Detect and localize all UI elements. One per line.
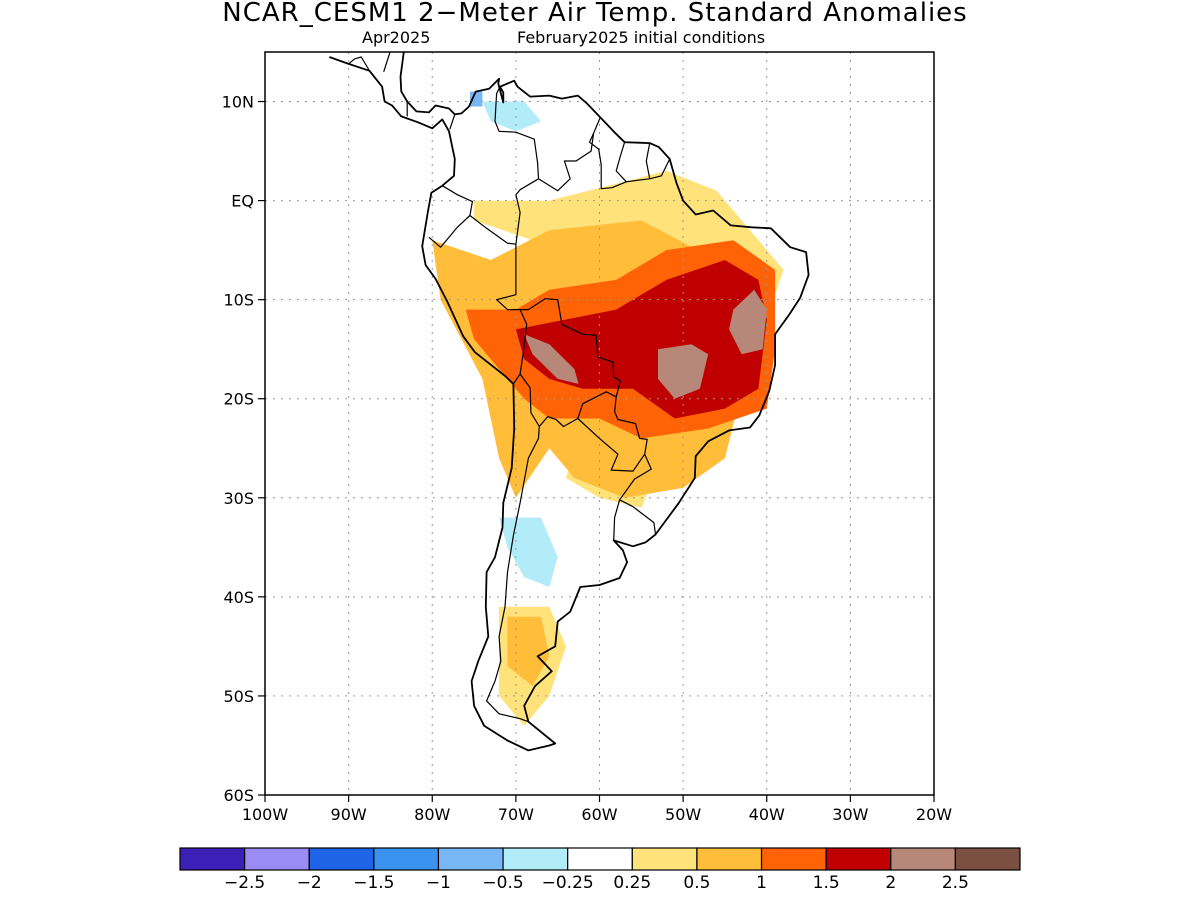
lon-tick-label: 70W [498,805,534,824]
colorbar-label: −1 [426,873,451,893]
colorbar: −2.5 −2 −1.5 −1 −0.5 −0.25 0.25 0.5 1 1.5 2 2.5 [179,847,1021,893]
colorbar-swatch [954,847,1021,871]
lat-tick-label: 30S [223,489,254,508]
lat-tick-label: 40S [223,588,254,607]
colorbar-swatch [179,847,246,871]
lat-tick-label: 50S [223,687,254,706]
colorbar-label: 2.5 [942,873,969,893]
initial-conditions: February2025 initial conditions [517,28,766,47]
border-line-0 [428,185,473,248]
border-line-10 [615,142,627,183]
anomaly-region-11 [482,101,541,132]
lon-tick-label: 60W [581,805,617,824]
lon-tick-label: 50W [665,805,701,824]
forecast-month: Apr2025 [362,28,431,47]
chart-title: NCAR_CESM1 2−Meter Air Temp. Standard An… [222,0,968,28]
border-line-3 [520,298,622,428]
border-line-11 [645,142,651,179]
border-line-8 [538,117,601,192]
colorbar-swatch [373,847,440,871]
colorbar-label: −0.25 [542,873,594,893]
border-line-4 [577,396,648,472]
lat-tick-label: 10N [222,93,254,112]
lat-tick-label: 60S [223,786,254,805]
colorbar-label: 0.5 [683,873,710,893]
lat-tick-label: EQ [231,192,254,211]
colorbar-swatch [567,847,633,871]
lon-tick-label: 30W [832,805,868,824]
lon-tick-label: 100W [242,805,289,824]
border-line-2 [486,373,540,723]
colorbar-label: 1 [756,873,767,893]
colorbar-swatch [308,847,375,871]
anomaly-region-7 [524,334,579,384]
colorbar-swatch [244,847,310,871]
border-line-14 [348,56,371,72]
colorbar-label: −2 [297,873,322,893]
anomaly-region-12 [469,91,483,107]
border-line-12 [449,114,456,130]
anomaly-region-10 [499,517,558,587]
colorbar-swatch [760,847,827,871]
colorbar-label: −0.5 [482,873,523,893]
colorbar-swatch [502,847,569,871]
colorbar-label: 1.5 [813,873,840,893]
lon-tick-label: 80W [414,805,450,824]
anomaly-region-6 [515,260,767,419]
colorbar-swatch [437,847,504,871]
border-line-9 [588,132,671,190]
colorbar-label: −1.5 [353,873,394,893]
border-line-1 [469,215,528,385]
border-line-7 [494,86,540,245]
colorbar-swatch [890,847,956,871]
border-line-15 [383,52,391,72]
colorbar-swatch [696,847,763,871]
anomaly-shading [432,91,784,726]
colorbar-label: 0.25 [613,873,651,893]
colorbar-label: 2 [885,873,896,893]
colorbar-label: −2.5 [224,873,265,893]
lon-tick-label: 40W [749,805,785,824]
country-borders [348,52,671,723]
anomaly-region-8 [658,344,709,399]
lon-tick-label: 90W [331,805,367,824]
lon-tick-label: 20W [916,805,952,824]
anomaly-region-9 [729,289,767,355]
lat-tick-label: 10S [223,291,254,310]
colorbar-swatch [631,847,698,871]
border-line-6 [613,499,621,541]
colorbar-swatch [825,847,892,871]
lat-tick-label: 20S [223,390,254,409]
anomaly-region-4 [507,616,550,686]
